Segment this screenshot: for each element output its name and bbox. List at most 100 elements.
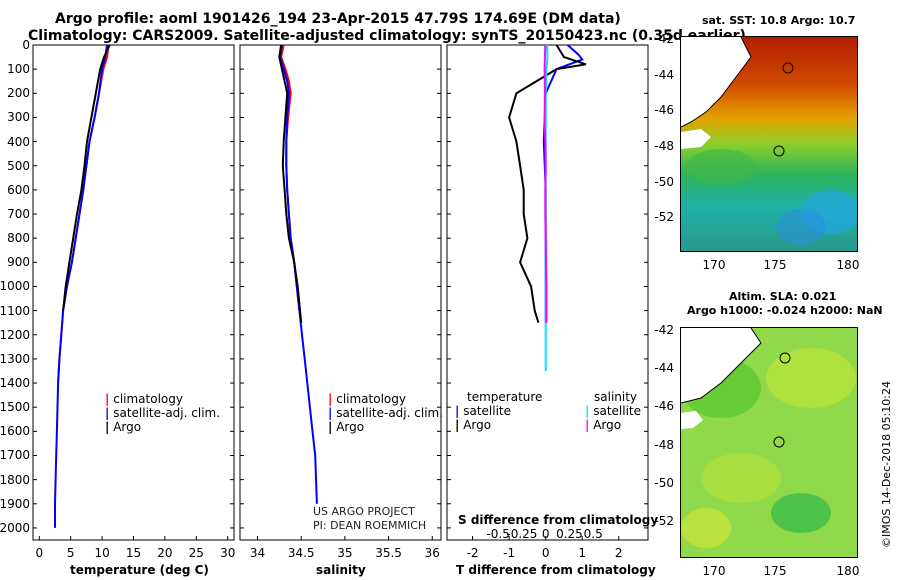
x-tick-label: 0 (541, 546, 550, 560)
depth-tick-label: 200 (7, 86, 30, 101)
x-tick-label: 15 (125, 546, 142, 560)
legend-argo: Argo (336, 420, 365, 434)
land-mass (681, 37, 751, 127)
s-tick-label: 0.25 (556, 527, 583, 541)
map-lon-label: 175 (763, 564, 787, 578)
legend-t-satellite: satellite (463, 404, 512, 418)
sst-map-image (681, 37, 857, 251)
depth-tick-label: 0 (22, 38, 30, 52)
depth-tick-label: 400 (7, 134, 30, 149)
x-tick-label: 5 (66, 546, 75, 560)
panel-frame (239, 44, 442, 541)
depth-tick-label: 900 (7, 255, 30, 270)
map-lat-label: -52 (654, 210, 674, 225)
x-tick-label: 30 (220, 546, 236, 560)
salinity-x-label: salinity (316, 563, 366, 577)
t-diff-x-label: T difference from climatology (456, 563, 656, 577)
map-lon-label: 175 (763, 258, 787, 272)
depth-tick-label: 100 (7, 62, 30, 77)
legend-argo: Argo (113, 420, 142, 434)
depth-tick-label: 300 (7, 110, 30, 125)
credit-project: US ARGO PROJECT (313, 505, 415, 518)
depth-tick-label: 1300 (0, 351, 30, 366)
depth-tick-label: 1900 (0, 496, 30, 511)
map-lat-label: -44 (654, 361, 674, 376)
s-tick-label: -0.5 (486, 527, 510, 541)
depth-tick-label: 500 (7, 158, 30, 173)
panel-frame (32, 44, 235, 541)
x-tick-label: -1 (503, 546, 516, 560)
depth-tick-label: 2000 (0, 520, 30, 535)
x-tick-label: 35 (337, 546, 353, 560)
map-lat-label: -46 (654, 399, 674, 414)
depth-tick-label: 1200 (0, 327, 30, 342)
x-tick-label: 35.5 (375, 546, 402, 560)
title-line-2: Climatology: CARS2009. Satellite-adjuste… (28, 28, 746, 44)
legend-satellite-adj: satellite-adj. clim. (336, 406, 444, 420)
temperature-x-label: temperature (deg C) (70, 563, 209, 577)
x-tick-label: 0 (35, 546, 44, 560)
sla-map-title-2: Argo h1000: -0.024 h2000: NaN (687, 304, 883, 317)
panel-frame (446, 44, 649, 541)
sla-map-title-1: Altim. SLA: 0.021 (729, 290, 837, 303)
depth-tick-label: 1100 (0, 303, 30, 318)
depth-tick-label: 1700 (0, 448, 30, 463)
legend-s-satellite: satellite (593, 404, 642, 418)
map-lon-label: 170 (702, 258, 726, 272)
legend-satellite-adj: satellite-adj. clim. (113, 406, 221, 420)
map-lat-label: -50 (654, 475, 674, 490)
depth-tick-label: 600 (7, 182, 30, 197)
x-tick-label: 2 (614, 546, 623, 560)
depth-tick-label: 1500 (0, 400, 30, 415)
series-line-satellite-adj-clim- (279, 44, 318, 504)
x-tick-label: 36 (424, 546, 440, 560)
legend-climatology: climatology (113, 392, 183, 406)
argo-location-circle (773, 436, 785, 448)
legend-s-argo: Argo (593, 418, 622, 432)
argo-location-circle (773, 145, 785, 157)
s-tick-label: 0 (541, 527, 550, 541)
map-lon-label: 180 (836, 564, 860, 578)
s-tick-label: 0.5 (583, 527, 603, 541)
sla-map (680, 327, 858, 558)
map-lon-label: 180 (836, 258, 860, 272)
sla-map-image (681, 328, 857, 557)
x-tick-label: 1 (578, 546, 587, 560)
series-line-satellite-adj-clim- (54, 44, 109, 528)
depth-tick-label: 1800 (0, 472, 30, 487)
map-lat-label: -42 (654, 323, 674, 337)
depth-tick-label: 700 (7, 207, 30, 222)
x-tick-label: 20 (157, 546, 173, 560)
depth-tick-label: 1400 (0, 376, 30, 391)
series-line-argo (62, 44, 111, 311)
x-tick-label: 34.5 (287, 546, 315, 560)
imos-stamp: ©IMOS 14-Dec-2018 05:10:24 (880, 381, 893, 548)
map-lon-label: 170 (702, 564, 726, 578)
map-lat-label: -42 (654, 32, 674, 46)
legend-t-argo: Argo (463, 418, 492, 432)
credit-pi: PI: DEAN ROEMMICH (313, 519, 427, 532)
series-line-argo (278, 44, 303, 323)
x-tick-label: 34 (249, 546, 266, 560)
depth-tick-label: 1600 (0, 424, 30, 439)
depth-tick-label: 1000 (0, 279, 30, 294)
legend-temperature-title: temperature (467, 390, 543, 404)
map-lat-label: -52 (654, 513, 674, 528)
s-tick-label: -0.25 (506, 527, 538, 541)
map-lat-label: -46 (654, 103, 674, 118)
land-mass (681, 328, 761, 403)
map-lat-label: -48 (654, 437, 674, 452)
title-line-1: Argo profile: aoml 1901426_194 23-Apr-20… (55, 11, 621, 27)
sst-map-title: sat. SST: 10.8 Argo: 10.7 (702, 14, 856, 27)
series-line-salinity-argo (543, 44, 548, 323)
x-tick-label: 25 (188, 546, 204, 560)
series-line-climatology (57, 44, 110, 384)
series-line-temperature-argo (508, 44, 587, 323)
map-lat-label: -48 (654, 139, 674, 153)
map-lat-label: -50 (654, 174, 674, 189)
location-circle (782, 62, 794, 74)
legend-salinity-title: salinity (594, 390, 638, 404)
sst-map (680, 36, 858, 252)
legend-climatology: climatology (336, 392, 406, 406)
